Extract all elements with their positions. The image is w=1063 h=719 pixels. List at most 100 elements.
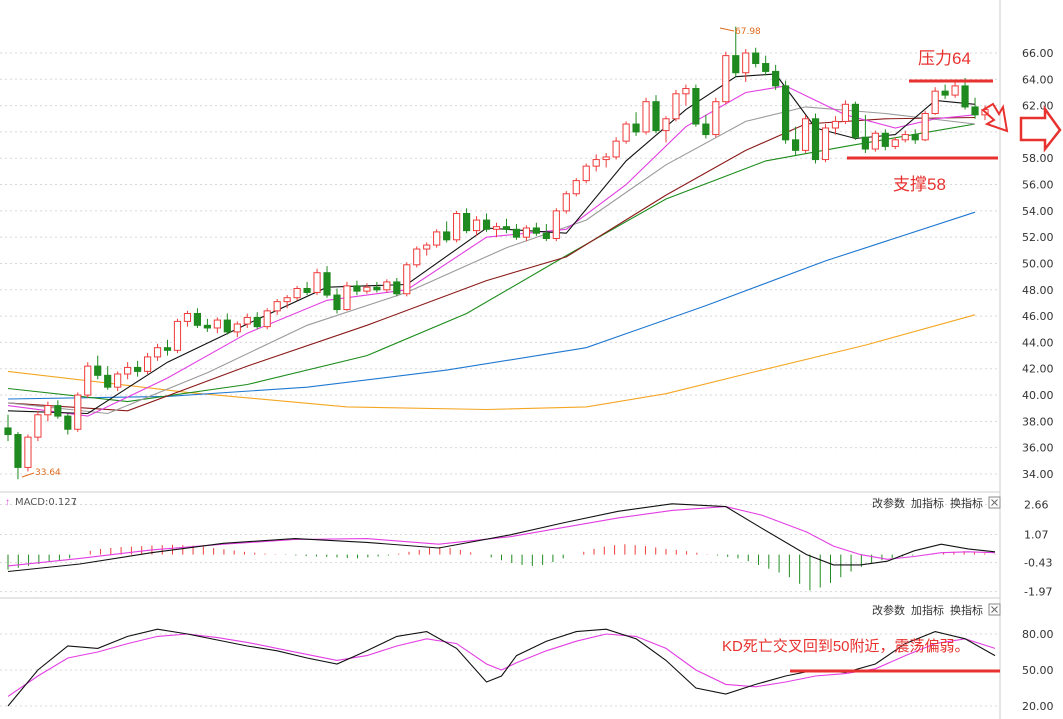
candle-body [861,136,869,150]
candle-body [542,232,550,239]
candle [64,413,72,435]
candle-body [343,285,351,311]
candle-body [652,101,660,132]
candle [532,222,540,236]
candle [363,283,371,294]
candle-body [193,312,202,326]
candle [423,242,431,256]
candle [582,163,590,184]
candle [283,295,291,309]
macd-label: MACD:0.127 [15,497,77,508]
candle-body [762,63,770,72]
kd-note: KD死亡交叉回到50附近，震荡偏弱。 [722,637,970,655]
price-moving-averages [7,73,976,417]
candle-body [722,55,730,103]
candle [552,208,560,242]
candle-body [752,52,760,65]
price-candles [4,26,989,480]
macd-add-indicator-button[interactable]: 加指标 [911,496,944,510]
candle [732,26,740,77]
candle-body [692,88,700,125]
candle [273,299,281,315]
candle [722,51,730,105]
candle-body [632,123,640,133]
candle [961,77,969,110]
candle-body [582,165,590,182]
candle [572,177,580,197]
candle-body [153,347,162,358]
close-icon[interactable] [988,496,1001,509]
candle [861,114,869,153]
candle [453,210,461,243]
candle [971,97,979,119]
macd-lines [7,503,996,573]
candle-body [283,297,291,303]
candle-body [114,373,122,388]
candle [841,100,850,125]
macd-header: ↑ MACD:0.127 ↓ [5,497,77,508]
candle [502,218,511,234]
candle [94,355,102,380]
candle-body [732,55,740,74]
candle-body [383,281,391,291]
candle-body [413,248,421,266]
candle [24,434,32,472]
candle [632,112,640,136]
price-tick-label: 34.00 [1022,468,1054,481]
kd-buttons: 改参数 加指标 换指标 [872,603,1001,617]
candle-body [253,316,261,328]
kd-add-indicator-button[interactable]: 加指标 [911,603,944,617]
candle-body [64,415,72,430]
candle [821,124,830,163]
candle-body [552,210,560,239]
down-right-arrow-icon [981,102,1009,133]
macd-tick-label: -0.43 [1024,557,1052,570]
candle-body [54,405,62,417]
price-tick-label: 50.00 [1022,257,1054,270]
candle [443,221,451,243]
price-tick-label: 56.00 [1022,179,1054,192]
price-tick-label: 54.00 [1022,205,1054,218]
candle-body [672,93,680,120]
candle-body [642,101,650,133]
candle [143,352,152,375]
candle [303,281,311,296]
candle-body [791,139,800,151]
candle-body [931,90,939,115]
kd-tick-label: 20.00 [1022,700,1054,713]
candle [243,313,251,328]
candle [183,310,192,327]
candle [383,279,391,293]
candle [403,262,411,297]
candle [373,281,381,293]
candle [622,121,630,144]
candle-body [443,231,451,241]
macd-switch-indicator-button[interactable]: 换指标 [950,496,983,510]
candle-body [273,301,281,312]
close-icon[interactable] [988,603,1001,616]
macd-change-params-button[interactable]: 改参数 [872,496,905,510]
price-tick-label: 58.00 [1022,152,1054,165]
candle-body [772,70,780,87]
kd-switch-indicator-button[interactable]: 换指标 [950,603,983,617]
macd-y-axis: 2.66 1.07 -0.43 -1.97 [1024,499,1052,599]
kd-change-params-button[interactable]: 改参数 [872,603,905,617]
price-tick-label: 52.00 [1022,231,1054,244]
candle-body [293,287,301,299]
candle [263,308,271,330]
candle-body [143,356,152,372]
candle [4,414,12,442]
candle-body [482,219,491,230]
candle [791,126,800,156]
candle [881,129,889,151]
price-tick-label: 66.00 [1022,47,1054,60]
arrow-down-icon: ↓ [72,497,77,508]
high-label: 67.98 [735,27,761,37]
candle [393,277,401,297]
candle [74,392,82,432]
candle [14,431,22,480]
candle-body [34,414,42,438]
candle-body [44,405,52,416]
candle [762,55,770,76]
